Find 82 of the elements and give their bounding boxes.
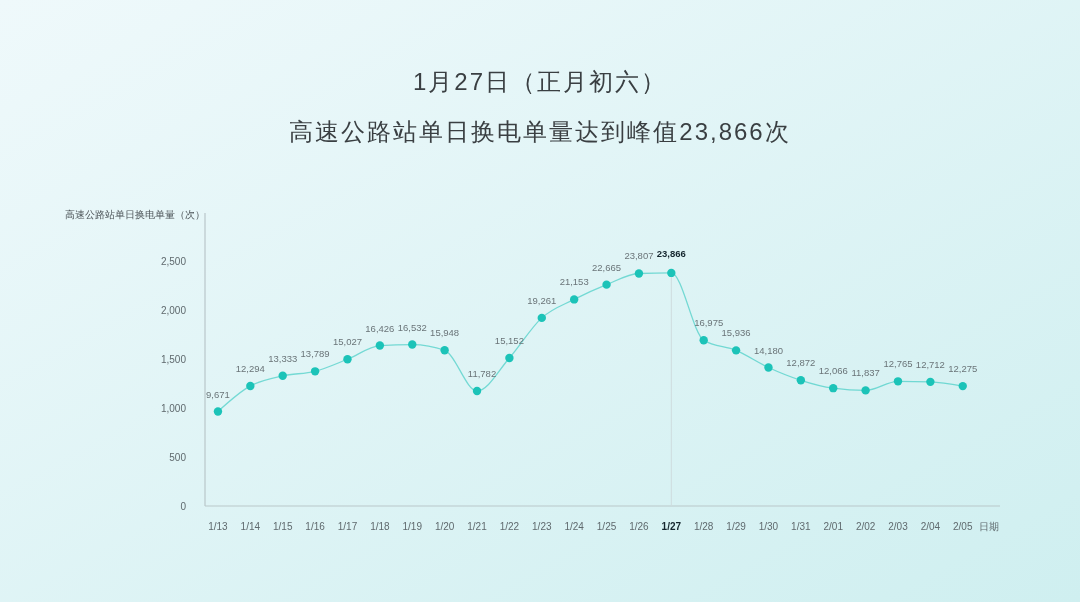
x-tick-label: 2/03	[888, 521, 909, 532]
x-tick-label: 1/22	[499, 521, 520, 532]
x-tick-label: 2/05	[953, 521, 973, 532]
x-tick-label: 1/18	[370, 521, 391, 532]
point	[699, 336, 708, 345]
y-tick-label: 0	[180, 500, 187, 512]
point	[375, 341, 385, 350]
data-label: 23,807	[624, 250, 654, 262]
data-label: 11,837	[851, 367, 880, 379]
point	[537, 313, 546, 323]
point	[213, 407, 223, 416]
data-label: 12,294	[235, 362, 265, 374]
x-tick-label: 1/20	[434, 521, 455, 532]
x-tick-label: 1/27	[661, 521, 682, 532]
data-label: 15,027	[332, 336, 363, 348]
x-tick-label: 1/23	[532, 521, 552, 532]
data-label: 11,782	[467, 367, 497, 379]
x-tick-label: 1/31	[791, 521, 812, 532]
point	[764, 363, 773, 372]
point	[472, 386, 482, 396]
x-tick-label: 2/02	[855, 521, 876, 532]
point	[505, 353, 514, 363]
data-label: 12,872	[786, 357, 816, 369]
x-tick-label: 1/28	[693, 521, 714, 532]
point	[667, 268, 676, 278]
point	[246, 381, 255, 391]
x-tick-label: 1/24	[564, 521, 585, 532]
point	[926, 377, 935, 387]
x-tick-label: 1/19	[402, 521, 423, 532]
data-label: 22,665	[592, 261, 622, 273]
data-label: 13,789	[300, 348, 330, 360]
x-tick-label: 2/01	[823, 521, 844, 532]
data-label: 12,712	[915, 358, 945, 370]
data-label: 16,426	[365, 322, 395, 334]
point	[343, 355, 352, 364]
data-label: 16,532	[397, 321, 427, 333]
y-tick-label: 1,000	[160, 402, 187, 414]
x-tick-label: 1/17	[337, 521, 358, 532]
chart-title: 1月27日（正月初六）	[412, 68, 668, 95]
x-tick-label: 1/29	[726, 521, 747, 532]
point	[829, 383, 838, 393]
point	[602, 280, 611, 289]
y-tick-label: 2,000	[160, 305, 187, 317]
data-label: 13,333	[268, 352, 298, 364]
point	[861, 386, 870, 395]
data-label: 12,275	[948, 363, 978, 375]
data-label: 15,936	[721, 327, 751, 339]
data-label: 14,180	[753, 344, 783, 356]
x-tick-label: 2/04	[920, 521, 941, 532]
point	[893, 377, 903, 386]
data-label: 9,671	[206, 388, 230, 400]
y-tick-label: 2,500	[160, 256, 187, 268]
chart-subtitle: 高速公路站单日换电单量达到峰值23,866次	[289, 118, 791, 145]
point	[796, 376, 806, 385]
point	[440, 346, 449, 355]
point	[408, 340, 417, 349]
point	[958, 381, 967, 391]
point	[731, 346, 741, 355]
y-tick-label: 500	[169, 451, 187, 463]
point	[569, 295, 579, 304]
data-label: 21,153	[559, 276, 589, 288]
data-label: 19,261	[527, 294, 557, 306]
x-tick-label: 1/30	[758, 521, 779, 532]
x-tick-label: 1/15	[272, 521, 293, 532]
x-tick-label: 1/13	[208, 521, 229, 532]
data-label: 15,152	[494, 335, 524, 347]
y-tick-label: 1,500	[160, 354, 187, 365]
data-label: 12,765	[883, 358, 913, 370]
x-tick-label: 1/14	[240, 521, 261, 532]
data-label: 12,066	[818, 365, 848, 377]
x-tick-label: 1/21	[467, 521, 488, 532]
point	[278, 371, 287, 380]
x-tick-label: 1/25	[596, 521, 617, 532]
y-axis-title: 高速公路站单日换电单量（次）	[65, 209, 205, 220]
x-axis-title: 日期	[979, 521, 1000, 532]
data-label: 23,866	[656, 247, 686, 259]
x-tick-label: 1/16	[305, 521, 326, 532]
x-tick-label: 1/26	[629, 521, 650, 532]
data-label: 15,948	[430, 327, 460, 339]
data-label: 16,975	[694, 317, 724, 329]
point	[310, 367, 320, 376]
point	[634, 269, 644, 278]
